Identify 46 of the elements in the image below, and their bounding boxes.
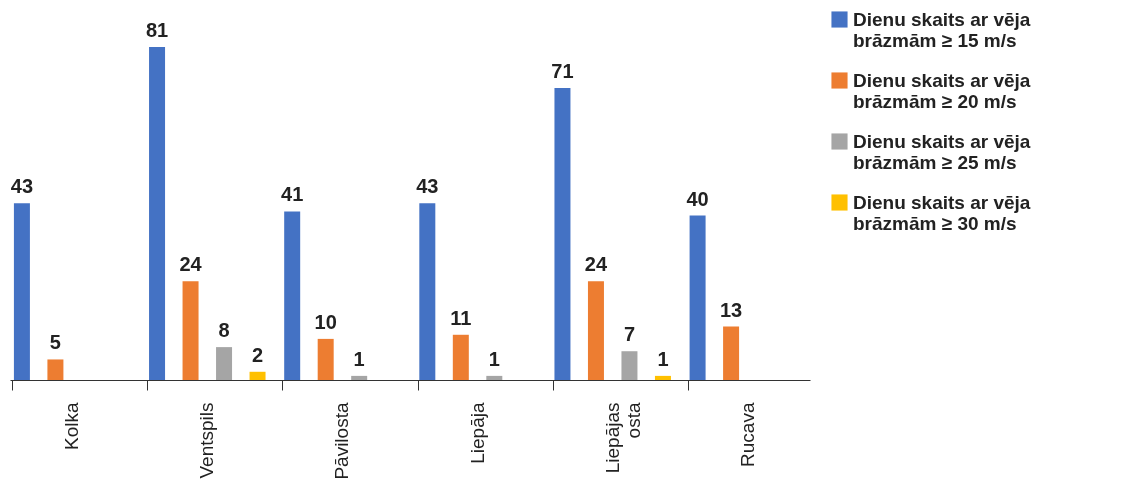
bar xyxy=(351,375,368,380)
legend-label: Dienu skaits ar vēja brāzmām ≥ 20 m/s xyxy=(853,69,1031,112)
bar xyxy=(654,375,671,380)
data-label: 40 xyxy=(686,187,709,210)
bar xyxy=(149,47,166,380)
bar xyxy=(13,203,30,380)
bar xyxy=(486,375,503,380)
bar xyxy=(47,359,64,380)
x-tick-label: Kolka xyxy=(61,402,83,451)
data-label: 8 xyxy=(218,319,230,342)
bar xyxy=(452,334,469,380)
x-tick-label: Pāvilosta xyxy=(331,402,353,480)
data-label: 11 xyxy=(450,306,472,329)
bar xyxy=(249,371,266,380)
bar xyxy=(284,211,301,380)
legend-label: Dienu skaits ar vēja brāzmām ≥ 15 m/s xyxy=(853,8,1031,51)
legend-label: Dienu skaits ar vēja brāzmām ≥ 30 m/s xyxy=(853,191,1031,234)
data-label: 41 xyxy=(281,183,304,206)
bar xyxy=(587,281,604,380)
bar xyxy=(216,347,233,380)
bar xyxy=(317,338,334,380)
data-label: 1 xyxy=(353,347,365,370)
data-label: 1 xyxy=(488,347,500,370)
legend-label: Dienu skaits ar vēja brāzmām ≥ 25 m/s xyxy=(853,130,1031,173)
data-label: 1 xyxy=(657,347,669,370)
x-tick-label: Liepāja xyxy=(466,402,488,464)
bar xyxy=(554,88,571,380)
bar xyxy=(689,215,706,380)
data-label: 43 xyxy=(416,175,439,198)
x-tick-label: Ventspils xyxy=(196,402,218,479)
bar xyxy=(182,281,199,380)
data-label: 43 xyxy=(10,175,34,198)
data-label: 10 xyxy=(314,310,337,333)
bar xyxy=(419,203,436,380)
data-label: 24 xyxy=(584,253,608,276)
bar xyxy=(723,326,740,380)
data-label: 81 xyxy=(145,19,169,41)
data-label: 24 xyxy=(179,253,203,276)
data-label: 13 xyxy=(719,298,743,321)
data-label: 7 xyxy=(623,323,636,346)
x-tick-label: Rucava xyxy=(736,402,758,467)
data-label: 5 xyxy=(49,331,61,354)
bar xyxy=(621,351,638,380)
x-tick-label: Liepājas osta xyxy=(601,402,644,474)
data-label: 71 xyxy=(551,60,574,83)
data-label: 2 xyxy=(251,343,264,366)
